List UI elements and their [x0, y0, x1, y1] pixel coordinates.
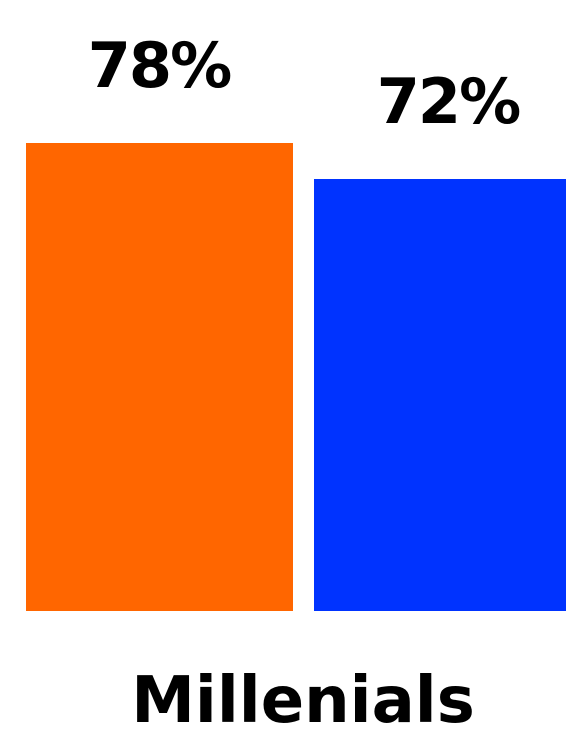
bar-2 [314, 179, 566, 611]
bar-1 [26, 143, 293, 611]
category-label-millenials: Millenials [131, 664, 475, 733]
value-labels-group: 78% 72% [88, 29, 522, 138]
value-label-1: 78% [88, 29, 231, 102]
value-label-2: 72% [377, 65, 520, 138]
bars-group [26, 143, 566, 611]
